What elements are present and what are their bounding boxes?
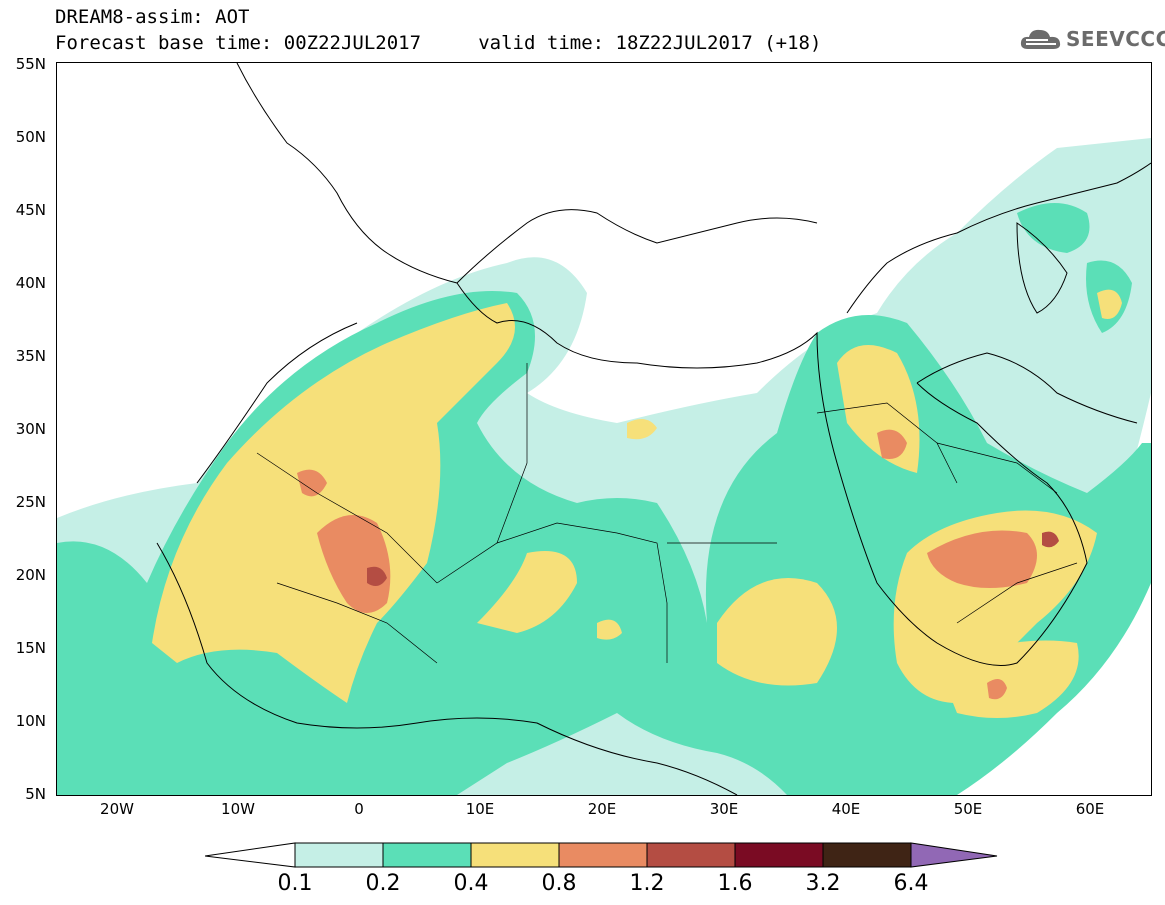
colorbar-segment <box>294 842 384 868</box>
aot-contour-map <box>57 63 1151 795</box>
colorbar-label: 0.2 <box>365 871 401 896</box>
map-panel <box>56 62 1152 796</box>
forecast-time-subtitle: Forecast base time: 00Z22JUL2017 valid t… <box>55 32 822 54</box>
logo-text: SEEVCCC <box>1066 27 1165 51</box>
lon-label: 40E <box>831 800 861 818</box>
coastlines <box>156 63 1151 795</box>
colorbar-segment <box>382 842 472 868</box>
colorbar <box>205 842 998 868</box>
colorbar-segment <box>910 842 998 868</box>
lat-label: 20N <box>15 566 46 584</box>
lat-label: 25N <box>15 493 46 511</box>
lat-label: 50N <box>15 128 46 146</box>
lon-label: 20W <box>100 800 134 818</box>
lon-label: 20E <box>587 800 617 818</box>
lon-label: 0 <box>354 800 364 818</box>
country-borders <box>256 363 1078 664</box>
map-title: DREAM8-assim: AOT <box>55 6 250 28</box>
colorbar-label: 6.4 <box>893 871 929 896</box>
aot-band-1-2 <box>367 531 1059 587</box>
lat-label: 55N <box>15 55 46 73</box>
lon-label: 10E <box>465 800 495 818</box>
lat-label: 5N <box>25 785 46 803</box>
lon-label: 50E <box>953 800 983 818</box>
lon-label: 10W <box>221 800 255 818</box>
colorbar-label: 1.2 <box>629 871 665 896</box>
lat-label: 35N <box>15 347 46 365</box>
lat-label: 10N <box>15 712 46 730</box>
aot-band-0-8 <box>297 429 1037 700</box>
lat-label: 40N <box>15 274 46 292</box>
lat-label: 30N <box>15 420 46 438</box>
cloud-icon <box>1020 29 1061 49</box>
colorbar-label: 3.2 <box>805 871 841 896</box>
colorbar-segment <box>822 842 912 868</box>
colorbar-segment <box>205 842 296 868</box>
lat-label: 45N <box>15 201 46 219</box>
colorbar-segment <box>734 842 824 868</box>
colorbar-segment <box>646 842 736 868</box>
lat-label: 15N <box>15 639 46 657</box>
colorbar-label: 0.8 <box>541 871 577 896</box>
colorbar-segment <box>470 842 560 868</box>
colorbar-segment <box>558 842 648 868</box>
seevccc-logo: SEEVCCC <box>1018 25 1165 53</box>
colorbar-label: 1.6 <box>717 871 753 896</box>
colorbar-label: 0.4 <box>453 871 489 896</box>
colorbar-label: 0.1 <box>277 871 313 896</box>
lon-label: 60E <box>1075 800 1105 818</box>
lon-label: 30E <box>709 800 739 818</box>
